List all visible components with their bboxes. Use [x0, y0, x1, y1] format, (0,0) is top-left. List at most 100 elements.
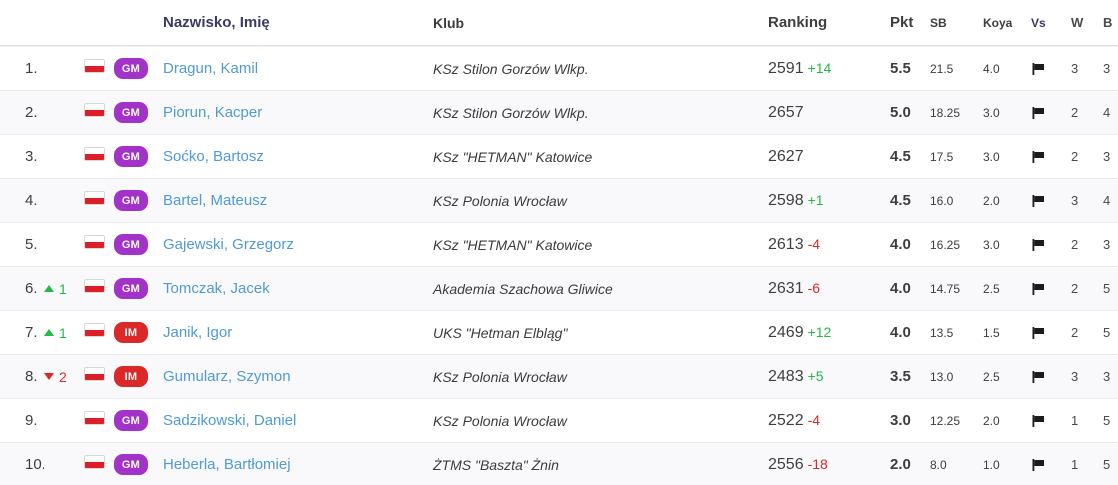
player-name-link[interactable]: Tomczak, Jacek [163, 279, 270, 297]
white-games-cell: 2 [1071, 105, 1079, 120]
rating-delta: +1 [807, 191, 824, 208]
player-name-link[interactable]: Gumularz, Szymon [163, 367, 291, 385]
white-games-cell: 2 [1071, 281, 1079, 296]
white-games-cell: 1 [1071, 413, 1079, 428]
player-name-link[interactable]: Bartel, Mateusz [163, 191, 268, 209]
vs-flag-icon [1032, 150, 1044, 163]
rating-value: 2657 [768, 103, 804, 121]
vs-cell[interactable] [1031, 370, 1071, 384]
title-cell: GM [114, 146, 156, 167]
club-cell: KSz Polonia Wrocław [433, 192, 567, 209]
sb-tiebreak-cell: 13.0 [930, 369, 954, 384]
ranking-cell: 2613 -4 [766, 236, 888, 254]
flag-cell [84, 235, 114, 254]
vs-cell[interactable] [1031, 238, 1071, 252]
koya-tiebreak-cell: 1.0 [983, 457, 1000, 472]
table-row: 1. GM Dragun, Kamil KSz Stilon Gorzów Wl… [0, 46, 1118, 90]
club-cell: KSz Stilon Gorzów Wlkp. [433, 104, 589, 121]
rank-cell: 7. [25, 324, 38, 341]
flag-cell [84, 191, 114, 210]
title-cell: GM [114, 410, 156, 431]
points-cell: 4.5 [890, 192, 911, 209]
white-games-cell: 2 [1071, 149, 1079, 164]
vs-flag-icon [1032, 370, 1044, 383]
rating-delta: -6 [807, 279, 821, 296]
vs-cell[interactable] [1031, 106, 1071, 120]
player-name-link[interactable]: Janik, Igor [163, 323, 233, 341]
title-badge: GM [114, 278, 148, 299]
poland-flag-icon [84, 411, 105, 425]
rating-delta: -18 [807, 455, 828, 472]
rank-change-value: 2 [59, 368, 67, 385]
title-badge: IM [114, 322, 148, 343]
black-games-cell: 5 [1103, 281, 1111, 296]
vs-cell[interactable] [1031, 414, 1071, 428]
rank-cell: 3. [25, 148, 38, 165]
rank-cell: 2. [25, 104, 38, 121]
table-row: 3. GM Soćko, Bartosz KSz "HETMAN" Katowi… [0, 134, 1118, 178]
rank-cell: 9. [25, 412, 38, 429]
poland-flag-icon [84, 147, 105, 161]
poland-flag-icon [84, 235, 105, 249]
header-b: B [1103, 15, 1113, 30]
vs-cell[interactable] [1031, 282, 1071, 296]
black-games-cell: 5 [1103, 457, 1111, 472]
player-name-link[interactable]: Heberla, Bartłomiej [163, 455, 291, 473]
koya-tiebreak-cell: 3.0 [983, 149, 1000, 164]
white-games-cell: 3 [1071, 369, 1079, 384]
poland-flag-icon [84, 323, 105, 337]
points-cell: 3.0 [890, 412, 911, 429]
sb-tiebreak-cell: 12.25 [930, 413, 961, 428]
table-row: 5. GM Gajewski, Grzegorz KSz "HETMAN" Ka… [0, 222, 1118, 266]
vs-cell[interactable] [1031, 458, 1071, 472]
player-name-link[interactable]: Soćko, Bartosz [163, 147, 264, 165]
vs-cell[interactable] [1031, 62, 1071, 76]
vs-flag-icon [1032, 106, 1044, 119]
rating-delta: +14 [807, 59, 832, 76]
title-cell: IM [114, 366, 156, 387]
vs-flag-icon [1032, 414, 1044, 427]
vs-cell[interactable] [1031, 150, 1071, 164]
title-badge: GM [114, 58, 148, 79]
header-ranking: Ranking [768, 14, 828, 31]
club-cell: Akademia Szachowa Gliwice [433, 280, 613, 297]
vs-flag-icon [1032, 458, 1044, 471]
rating-value: 2469 [768, 323, 804, 341]
vs-flag-icon [1032, 62, 1044, 75]
header-name: Nazwisko, Imię [163, 14, 270, 31]
koya-tiebreak-cell: 2.5 [983, 281, 1000, 296]
player-name-link[interactable]: Dragun, Kamil [163, 59, 259, 77]
ranking-cell: 2627 [766, 148, 888, 166]
club-cell: UKS "Hetman Elbląg" [433, 324, 568, 341]
name-cell: Sadzikowski, Daniel [156, 412, 426, 430]
black-games-cell: 5 [1103, 413, 1111, 428]
player-name-link[interactable]: Gajewski, Grzegorz [163, 235, 294, 253]
name-cell: Janik, Igor [156, 324, 426, 342]
black-games-cell: 3 [1103, 369, 1111, 384]
header-sb: SB [930, 15, 947, 30]
name-cell: Bartel, Mateusz [156, 192, 426, 210]
player-name-link[interactable]: Sadzikowski, Daniel [163, 411, 297, 429]
white-games-cell: 3 [1071, 193, 1079, 208]
club-cell: KSz Stilon Gorzów Wlkp. [433, 60, 589, 77]
title-cell: GM [114, 102, 156, 123]
title-badge: IM [114, 366, 148, 387]
points-cell: 2.0 [890, 456, 911, 473]
rank-change-cell: 1 [44, 325, 84, 341]
flag-cell [84, 147, 114, 166]
header-w: W [1071, 15, 1084, 30]
title-badge: GM [114, 410, 148, 431]
vs-cell[interactable] [1031, 326, 1071, 340]
flag-cell [84, 103, 114, 122]
vs-cell[interactable] [1031, 194, 1071, 208]
sb-tiebreak-cell: 13.5 [930, 325, 954, 340]
table-row: 2. GM Piorun, Kacper KSz Stilon Gorzów W… [0, 90, 1118, 134]
black-games-cell: 3 [1103, 237, 1111, 252]
table-row: 9. GM Sadzikowski, Daniel KSz Polonia Wr… [0, 398, 1118, 442]
white-games-cell: 2 [1071, 237, 1079, 252]
club-cell: KSz Polonia Wrocław [433, 412, 567, 429]
player-name-link[interactable]: Piorun, Kacper [163, 103, 263, 121]
rank-change-cell: 2 [44, 369, 84, 385]
ranking-cell: 2522 -4 [766, 412, 888, 430]
